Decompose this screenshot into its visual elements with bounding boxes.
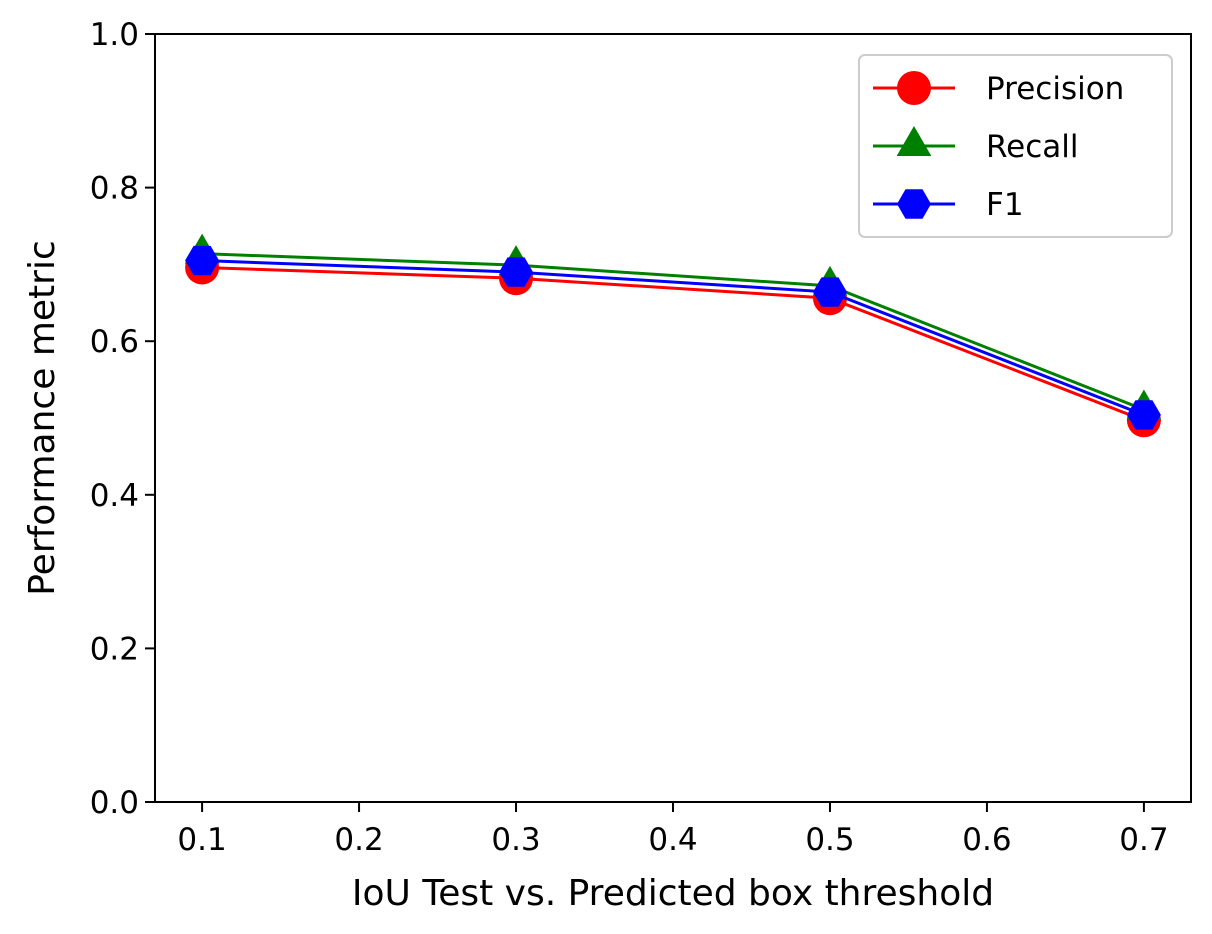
f1-point <box>812 277 847 307</box>
x-tick-label: 0.5 <box>805 822 854 858</box>
x-tick-label: 0.4 <box>648 822 697 858</box>
legend-box <box>858 54 1173 238</box>
x-axis: 0.1 0.2 0.3 0.4 0.5 0.6 0.7 <box>177 802 1169 858</box>
x-tick-label: 0.1 <box>177 822 226 858</box>
legend-label: Recall <box>986 129 1079 165</box>
legend-marker <box>897 71 931 105</box>
legend-item-recall: Recall <box>873 126 1079 165</box>
series-recall <box>184 233 1162 420</box>
y-tick-label: 0.6 <box>90 324 139 360</box>
x-tick-label: 0.7 <box>1119 822 1168 858</box>
y-tick-label: 0.8 <box>90 171 139 207</box>
x-tick-label: 0.3 <box>491 822 540 858</box>
f1-point <box>499 257 534 287</box>
precision-line <box>202 265 1145 422</box>
legend-item-precision: Precision <box>873 71 1124 107</box>
x-tick-label: 0.6 <box>962 822 1011 858</box>
f1-line <box>202 259 1145 417</box>
f1-point <box>1126 400 1161 430</box>
y-axis-label: Performance metric <box>22 240 63 596</box>
y-axis: 0.0 0.2 0.4 0.6 0.8 1.0 <box>90 17 155 821</box>
y-tick-label: 0.0 <box>90 785 139 821</box>
f1-point <box>185 245 220 276</box>
x-tick-label: 0.2 <box>334 822 383 858</box>
series-precision <box>185 250 1161 438</box>
legend-marker <box>897 189 931 219</box>
legend: Precision Recall F1 <box>858 54 1173 238</box>
recall-line <box>202 252 1145 411</box>
legend-label: Precision <box>986 71 1124 107</box>
series-layer <box>184 233 1162 438</box>
legend-label: F1 <box>986 187 1024 223</box>
legend-marker <box>896 126 932 156</box>
series-f1 <box>185 245 1161 430</box>
y-tick-label: 0.2 <box>90 631 139 667</box>
y-tick-label: 1.0 <box>90 17 139 53</box>
y-tick-label: 0.4 <box>90 478 139 514</box>
x-axis-label: IoU Test vs. Predicted box threshold <box>352 873 994 914</box>
legend-item-f1: F1 <box>873 187 1024 223</box>
